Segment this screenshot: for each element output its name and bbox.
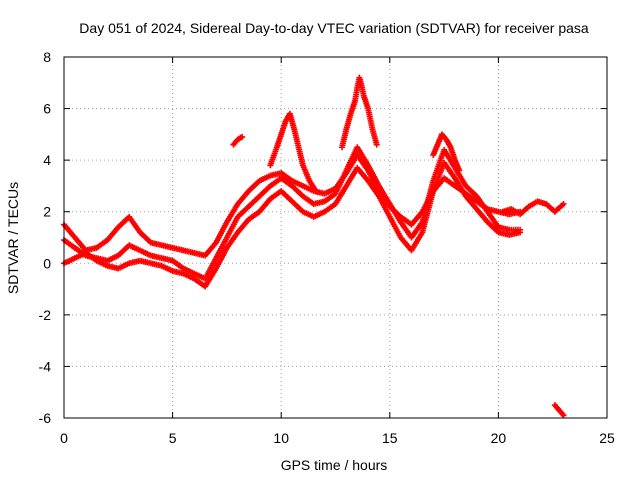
series-track-9: [551, 402, 567, 419]
y-tick-label: 6: [43, 101, 51, 117]
data-point: [456, 167, 463, 174]
series-track-4: [267, 110, 319, 195]
plot-frame: [63, 56, 608, 419]
x-tick-label: 15: [382, 430, 398, 446]
y-tick-label: 4: [43, 152, 51, 168]
x-tick-label: 0: [60, 430, 68, 446]
series-track-6: [430, 131, 463, 174]
y-tick-label: -2: [39, 307, 52, 323]
chart-title: Day 051 of 2024, Sidereal Day-to-day VTE…: [79, 20, 589, 36]
series-track-7: [499, 198, 567, 218]
data-point: [560, 200, 567, 207]
series-track-5: [339, 74, 380, 151]
data-point: [239, 133, 246, 140]
x-tick-label: 25: [599, 430, 615, 446]
y-tick-label: 8: [43, 49, 51, 65]
y-tick-label: -4: [39, 358, 52, 374]
x-axis-label: GPS time / hours: [281, 457, 388, 473]
y-axis-label: SDTVAR / TECUs: [5, 182, 21, 294]
data-point: [517, 229, 524, 236]
y-tick-label: 0: [43, 255, 51, 271]
y-tick-label: -6: [39, 410, 52, 426]
x-tick-label: 5: [169, 430, 177, 446]
data-marks: [61, 74, 567, 419]
series-track-3: [61, 159, 524, 290]
x-tick-label: 10: [273, 430, 289, 446]
series-track-8: [230, 133, 246, 148]
data-point: [312, 188, 319, 195]
y-tick-label: 2: [43, 204, 51, 220]
data-point: [373, 141, 380, 148]
data-point: [560, 412, 567, 419]
x-tick-label: 20: [491, 430, 507, 446]
